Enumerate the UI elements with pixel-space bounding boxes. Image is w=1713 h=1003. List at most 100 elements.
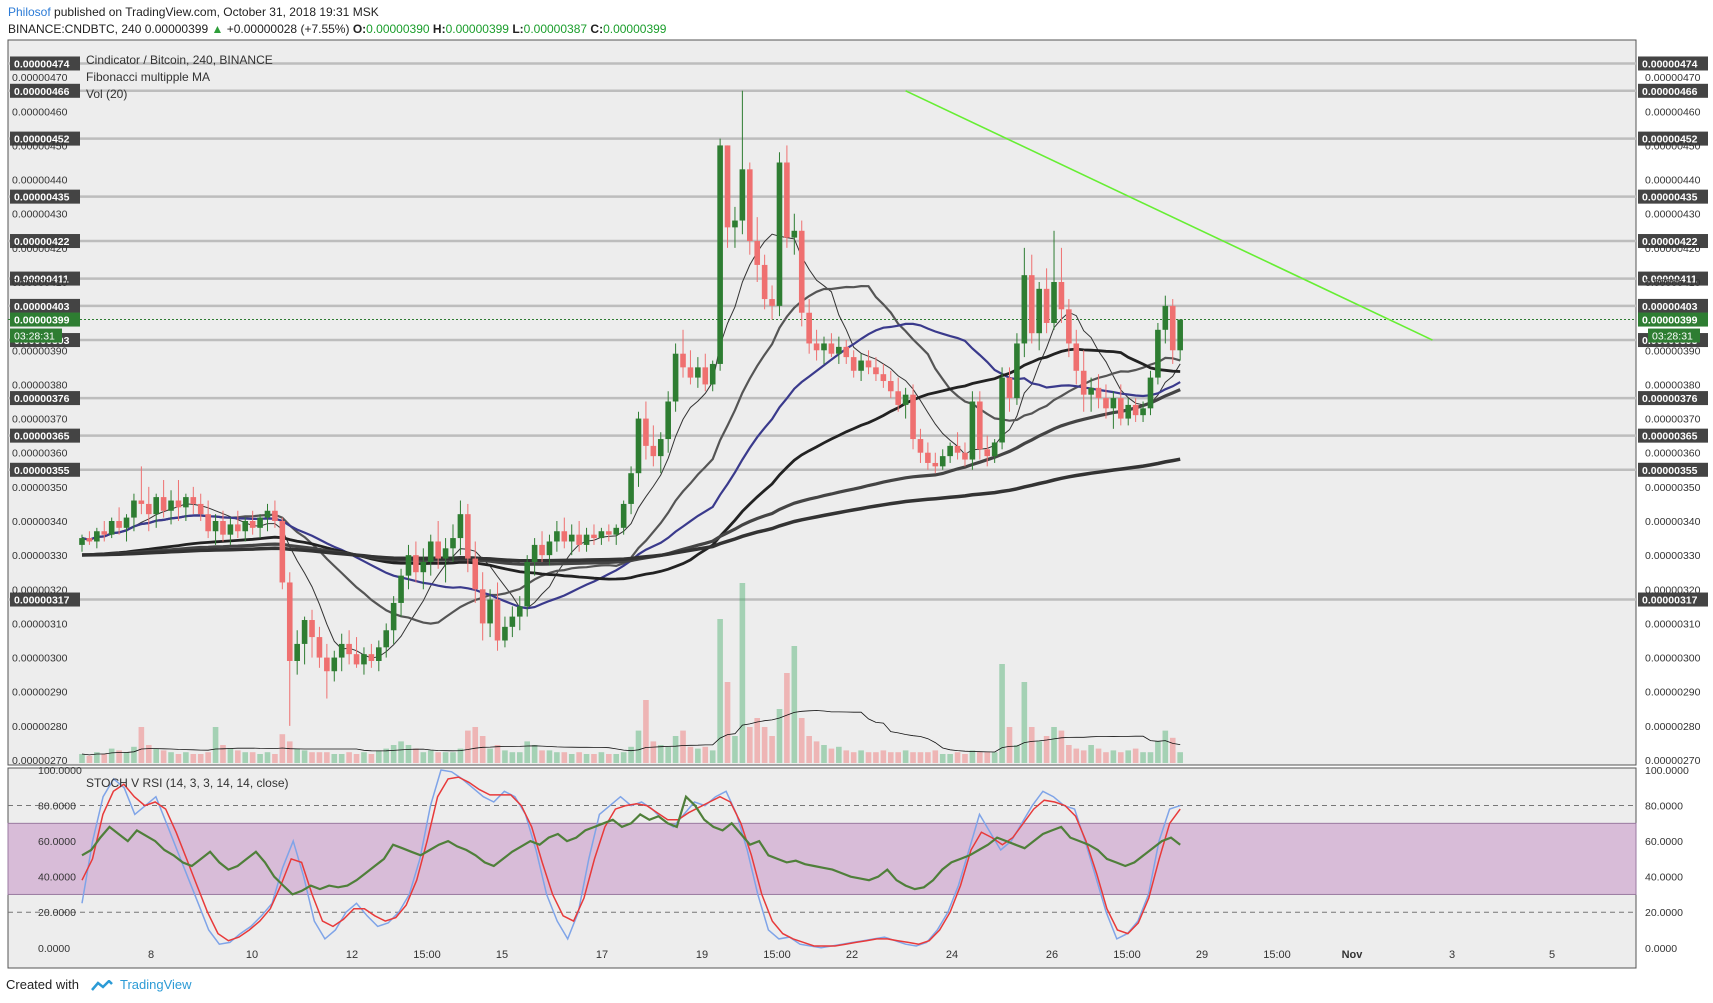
stoch-tick-label: 20.0000 — [1645, 907, 1683, 919]
level-label-bg — [1638, 83, 1708, 98]
stoch-tick-label: 40.0000 — [1645, 872, 1683, 884]
y-tick-label: 0.00000310 — [12, 618, 68, 630]
x-tick-label: 15:00 — [413, 949, 441, 961]
candle-body — [784, 162, 790, 238]
candle-body — [606, 531, 612, 535]
level-label-bg — [10, 592, 80, 607]
level-label: 0.00000422 — [14, 236, 70, 248]
candle-body — [769, 299, 775, 306]
volume-bar — [554, 752, 560, 763]
stoch-tick-label: 40.0000 — [38, 872, 76, 884]
volume-bar — [509, 752, 516, 763]
author-link[interactable]: Philosof — [8, 5, 51, 19]
candle-body — [620, 503, 627, 528]
candle-body — [947, 445, 953, 457]
candle-body — [1103, 398, 1109, 409]
y-tick-label: 0.00000430 — [1645, 209, 1701, 221]
candle-body — [509, 616, 516, 627]
level-label: 0.00000365 — [14, 431, 70, 443]
x-tick-label: 15 — [496, 949, 508, 961]
candle-body — [108, 521, 115, 535]
volume-bar — [1014, 745, 1020, 763]
y-tick-label: 0.00000340 — [1645, 516, 1701, 528]
candle-body — [524, 561, 530, 607]
candle-body — [858, 360, 864, 371]
candle-body — [235, 524, 241, 532]
volume-bar — [86, 755, 93, 763]
volume-bar — [420, 752, 427, 763]
candle-body — [1073, 343, 1080, 371]
candle-body — [991, 442, 998, 457]
volume-bar — [568, 754, 575, 763]
y-tick-label: 0.00000380 — [1645, 379, 1701, 391]
high-value: 0.00000399 — [445, 22, 509, 36]
volume-bar — [1177, 752, 1183, 763]
volume-bar — [665, 746, 671, 763]
volume-bar — [1043, 736, 1050, 763]
candle-body — [353, 654, 360, 665]
volume-bar — [747, 727, 753, 763]
volume-bar — [242, 752, 249, 763]
candle-body — [479, 589, 486, 624]
tradingview-brand[interactable]: TradingView — [120, 977, 192, 992]
x-tick-label: 5 — [1549, 949, 1555, 961]
level-label: 0.00000474 — [1642, 58, 1698, 70]
candle-body — [954, 445, 961, 453]
candle-body — [502, 626, 508, 641]
moving-average-line — [81, 233, 1181, 659]
volume-bar — [962, 754, 968, 763]
volume-bar — [442, 752, 449, 763]
y-tick-label: 0.00000340 — [12, 516, 68, 528]
level-label: 0.00000376 — [1642, 393, 1698, 405]
candle-body — [227, 524, 234, 535]
candle-body — [910, 394, 916, 440]
high-label: H: — [432, 22, 446, 36]
level-label-bg — [10, 189, 80, 204]
volume-bar — [606, 754, 612, 763]
symbol-line: BINANCE:CNDBTC, 240 0.00000399 ▲ +0.0000… — [8, 22, 666, 36]
level-label-bg — [10, 271, 80, 286]
volume-bar — [502, 750, 508, 763]
level-label-bg — [1638, 131, 1708, 146]
candle-body — [145, 503, 152, 515]
candle-body — [405, 555, 412, 576]
volume-bar — [212, 727, 219, 763]
candle-body — [747, 169, 753, 242]
candle-body — [398, 575, 404, 603]
candle-body — [361, 654, 367, 665]
vol-legend: Vol (20) — [86, 87, 128, 101]
y-tick-label: 0.00000440 — [12, 175, 68, 187]
volume-bar — [1028, 727, 1035, 763]
volume-bar — [984, 752, 991, 763]
candle-body — [494, 599, 501, 641]
candle-body — [576, 534, 582, 545]
candle-body — [249, 521, 256, 528]
volume-bar — [1132, 748, 1139, 763]
volume-bar — [427, 750, 434, 763]
candle-body — [435, 541, 441, 559]
x-tick-label: 3 — [1449, 949, 1455, 961]
footer: Created with TradingView — [6, 977, 192, 992]
moving-average-line — [81, 457, 1181, 563]
y-tick-label: 0.00000270 — [12, 755, 68, 767]
candle-body — [695, 367, 701, 378]
chart-title: Cindicator / Bitcoin, 240, BINANCE — [86, 53, 273, 67]
stoch-legend: STOCH V RSI (14, 3, 3, 14, 14, close) — [86, 776, 289, 790]
volume-bar — [561, 752, 568, 763]
candle-body — [657, 439, 664, 457]
level-label-bg — [1638, 298, 1708, 313]
stoch-tick-label: 80.0000 — [38, 801, 76, 813]
volume-bar — [479, 736, 486, 763]
level-label: 0.00000435 — [1642, 192, 1698, 204]
volume-bar — [294, 748, 300, 763]
x-tick-label: 15:00 — [1113, 949, 1141, 961]
ma-legend: Fibonacci multipple MA — [86, 70, 211, 84]
volume-bar — [516, 752, 523, 763]
volume-bar — [338, 754, 345, 763]
volume-bar — [680, 730, 686, 763]
volume-bar — [991, 752, 998, 763]
x-tick-label: Nov — [1342, 949, 1364, 961]
candle-body — [1162, 305, 1169, 330]
candle-body — [190, 497, 197, 504]
